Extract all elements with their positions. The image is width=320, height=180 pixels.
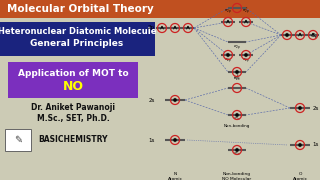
- Text: O
Atomic
Orbitals: O Atomic Orbitals: [292, 172, 308, 180]
- Text: $\sigma_{2s}$: $\sigma_{2s}$: [233, 116, 241, 123]
- Text: N
Atomic
Orbitals: N Atomic Orbitals: [166, 172, 183, 180]
- Text: 1s: 1s: [148, 138, 155, 143]
- Text: Dr. Aniket Pawanoji: Dr. Aniket Pawanoji: [31, 103, 115, 112]
- Text: $\sigma_{2p}$: $\sigma_{2p}$: [233, 43, 241, 52]
- Text: General Principles: General Principles: [30, 39, 124, 48]
- Text: Non-bonding: Non-bonding: [224, 124, 250, 128]
- Text: 2s: 2s: [148, 98, 155, 102]
- Text: $\sigma_{2p}^*$: $\sigma_{2p}^*$: [235, 0, 243, 3]
- Text: $\pi_{2p}^*$: $\pi_{2p}^*$: [242, 5, 250, 17]
- Text: $\pi_{2p}$: $\pi_{2p}$: [242, 56, 250, 65]
- Text: Molecular Orbital Theory: Molecular Orbital Theory: [7, 4, 153, 14]
- Text: $\sigma_{1s}$: $\sigma_{1s}$: [233, 151, 241, 158]
- Text: BASICHEMISTRY: BASICHEMISTRY: [38, 136, 108, 145]
- FancyBboxPatch shape: [0, 0, 320, 18]
- FancyBboxPatch shape: [5, 129, 31, 151]
- Text: $\pi_{2p}^*$: $\pi_{2p}^*$: [224, 5, 232, 17]
- Text: 2s: 2s: [313, 105, 319, 111]
- Text: 1s: 1s: [313, 143, 319, 147]
- Text: Heteronuclear Diatomic Molecule: Heteronuclear Diatomic Molecule: [0, 26, 156, 35]
- Text: ✎: ✎: [14, 135, 22, 145]
- Text: NO: NO: [62, 80, 84, 93]
- Text: 2p: 2p: [148, 26, 155, 30]
- Text: $\pi_{2p}$: $\pi_{2p}$: [224, 56, 232, 65]
- Text: $\sigma_{2s}^*$: $\sigma_{2s}^*$: [233, 73, 241, 83]
- FancyBboxPatch shape: [0, 22, 155, 56]
- FancyBboxPatch shape: [8, 62, 138, 98]
- Text: 2p: 2p: [312, 33, 319, 37]
- Text: $\sigma_{2s}^*$: $\sigma_{2s}^*$: [233, 73, 241, 84]
- Text: M.Sc., SET, Ph.D.: M.Sc., SET, Ph.D.: [36, 114, 109, 123]
- Text: Application of MOT to: Application of MOT to: [18, 69, 128, 78]
- Text: Non-bonding
NO Molecular
Orbitals: Non-bonding NO Molecular Orbitals: [222, 172, 252, 180]
